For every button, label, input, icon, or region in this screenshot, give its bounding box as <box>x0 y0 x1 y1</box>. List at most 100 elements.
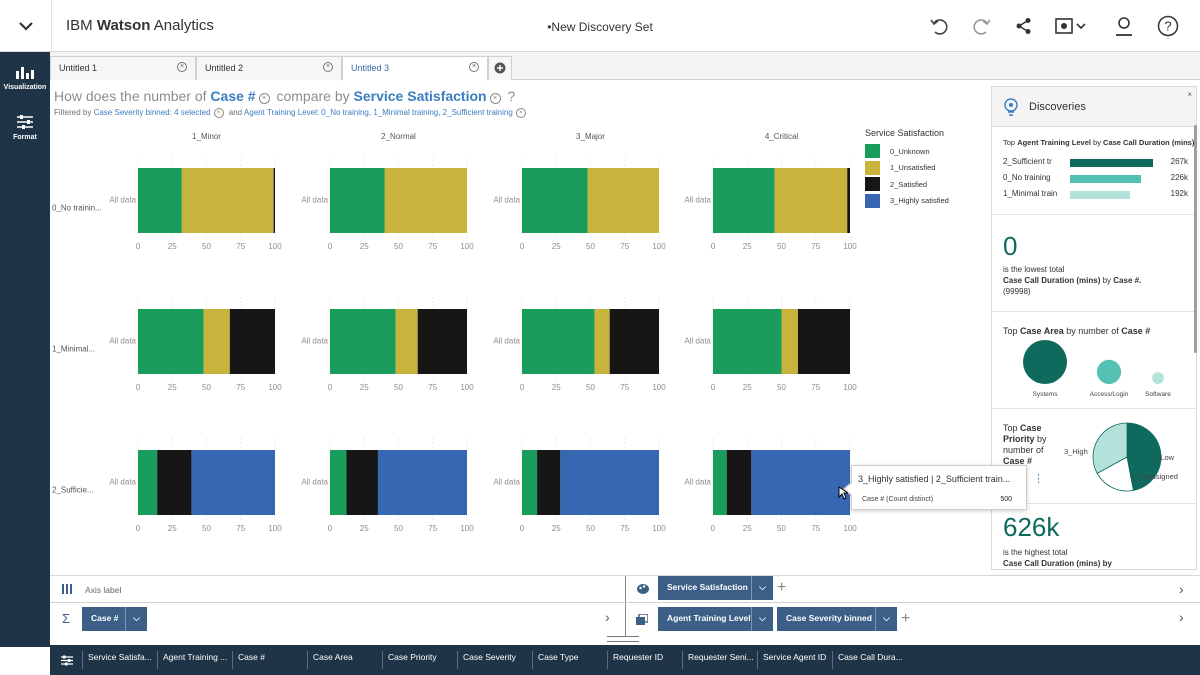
pie-slice[interactable] <box>1126 422 1162 491</box>
remove-measure-icon[interactable]: × <box>258 93 270 104</box>
chevron-down-icon[interactable]: ⌵ <box>125 607 147 631</box>
filter-training[interactable]: Agent Training Level: 0_No training, 1_M… <box>243 108 513 117</box>
measure-keyword[interactable]: Case # <box>210 88 256 104</box>
legend-item[interactable]: 0_Unknown <box>865 143 975 160</box>
filter-severity[interactable]: Case Severity binned: 4 selected <box>93 108 211 117</box>
bar-segment-unknown[interactable] <box>138 309 204 374</box>
chevron-down-icon[interactable]: ⌵ <box>751 607 773 631</box>
undo-button[interactable] <box>927 14 951 38</box>
bar-segment-satisfied[interactable] <box>847 168 850 233</box>
bar-segment-unknown[interactable] <box>713 168 775 233</box>
field-item[interactable]: Service Satisfa... <box>82 651 157 669</box>
field-item[interactable]: Case Area <box>307 651 382 669</box>
remove-filter-icon[interactable]: × <box>515 108 526 118</box>
close-panel-icon[interactable]: × <box>1187 90 1192 99</box>
bar-segment-unknown[interactable] <box>522 450 538 515</box>
discovery-card-priority[interactable]: Top Case Priority by number of Case # 3_… <box>992 409 1196 504</box>
legend-item[interactable]: 3_Highly satisfied <box>865 193 975 210</box>
bar-segment-satisfied[interactable] <box>537 450 561 515</box>
nav-visualization[interactable]: Visualization <box>0 64 50 91</box>
tab-untitled-2[interactable]: Untitled 2 × <box>196 56 342 80</box>
pie-slice[interactable] <box>1092 422 1128 474</box>
shelf-next-icon[interactable]: › <box>1179 581 1184 597</box>
bar-segment-satisfied[interactable] <box>726 450 752 515</box>
grid-pill-agent-training[interactable]: Agent Training Level ⌵ <box>658 607 773 631</box>
add-color-icon[interactable]: + <box>777 579 787 596</box>
bar-segment-satisfied[interactable] <box>609 309 659 374</box>
field-item[interactable]: Agent Training ... <box>157 651 232 669</box>
discovery-card-area[interactable]: Top Case Area by number of Case # System… <box>992 312 1196 409</box>
add-grid-icon[interactable]: + <box>901 610 911 627</box>
bar-segment-unsatisfied[interactable] <box>587 168 659 233</box>
discovery-card-highest[interactable]: 626k is the highest total Case Call Dura… <box>992 504 1196 569</box>
field-item[interactable]: Case Priority <box>382 651 457 669</box>
tab-untitled-1[interactable]: Untitled 1 × <box>50 56 196 80</box>
share-button[interactable] <box>1012 14 1036 38</box>
bar-segment-unknown[interactable] <box>330 168 385 233</box>
bar-segment-satisfied[interactable] <box>273 168 275 233</box>
bubble[interactable] <box>1152 372 1164 384</box>
user-button[interactable] <box>1112 14 1136 38</box>
bar-segment-unknown[interactable] <box>330 309 396 374</box>
bar-segment-unsatisfied[interactable] <box>181 168 274 233</box>
close-tab-icon[interactable]: × <box>323 62 333 72</box>
remove-filter-icon[interactable]: × <box>213 108 224 118</box>
bar-segment-satisfied[interactable] <box>346 450 378 515</box>
bar-segment-satisfied[interactable] <box>157 450 192 515</box>
bar-segment-unknown[interactable] <box>713 309 782 374</box>
shelf-next-icon[interactable]: › <box>605 609 610 625</box>
nav-format[interactable]: Format <box>0 114 50 141</box>
bar-segment-unsatisfied[interactable] <box>395 309 418 374</box>
field-item[interactable]: Requester Seni... <box>682 651 757 669</box>
bar-segment-unsatisfied[interactable] <box>774 168 848 233</box>
discovery-card-lowest[interactable]: 0 is the lowest total Case Call Duration… <box>992 215 1196 312</box>
panel-scrollbar[interactable] <box>1194 125 1197 353</box>
tab-untitled-3[interactable]: Untitled 3 × <box>342 56 488 81</box>
field-item[interactable]: Case # <box>232 651 307 669</box>
bar-segment-unknown[interactable] <box>330 450 347 515</box>
field-item[interactable]: Case Severity <box>457 651 532 669</box>
shelf-next-icon[interactable]: › <box>1179 609 1184 625</box>
drag-handle[interactable] <box>607 636 639 642</box>
measure-pill-case[interactable]: Case # ⌵ <box>82 607 147 631</box>
bar-segment-highly[interactable] <box>560 450 659 515</box>
pie-slice[interactable] <box>1096 456 1134 492</box>
dimension-keyword[interactable]: Service Satisfaction <box>353 88 487 104</box>
chevron-down-icon[interactable]: ⌵ <box>751 576 773 600</box>
bar-segment-unknown[interactable] <box>138 168 182 233</box>
close-tab-icon[interactable]: × <box>469 62 479 72</box>
color-pill-service-satisfaction[interactable]: Service Satisfaction ⌵ <box>658 576 773 600</box>
discovery-card-ranking[interactable]: Top Agent Training Level by Case Call Du… <box>992 127 1196 215</box>
bar-segment-unknown[interactable] <box>138 450 158 515</box>
bar-segment-unknown[interactable] <box>522 309 595 374</box>
bar-segment-highly[interactable] <box>377 450 467 515</box>
grid-pill-case-severity[interactable]: Case Severity binned ⌵ <box>777 607 897 631</box>
add-tab-button[interactable] <box>488 56 512 80</box>
bar-segment-unknown[interactable] <box>713 450 727 515</box>
bar-segment-highly[interactable] <box>191 450 275 515</box>
remove-dimension-icon[interactable]: × <box>489 93 501 104</box>
bubble[interactable] <box>1096 359 1122 384</box>
snapshot-menu-button[interactable] <box>1055 14 1087 38</box>
tooltip-more-icon[interactable]: ⋮ <box>1033 473 1044 485</box>
bar-segment-satisfied[interactable] <box>229 309 275 374</box>
bar-segment-unknown[interactable] <box>522 168 588 233</box>
legend-item[interactable]: 1_Unsatisfied <box>865 160 975 177</box>
close-tab-icon[interactable]: × <box>177 62 187 72</box>
bar-segment-unsatisfied[interactable] <box>203 309 230 374</box>
bar-segment-satisfied[interactable] <box>797 309 850 374</box>
legend-item[interactable]: 2_Satisfied <box>865 176 975 193</box>
field-settings-icon[interactable] <box>60 655 74 666</box>
field-item[interactable]: Case Type <box>532 651 607 669</box>
menu-chevron-button[interactable] <box>0 0 52 52</box>
field-item[interactable]: Requester ID <box>607 651 682 669</box>
bubble[interactable] <box>1023 340 1067 384</box>
axis-label-placeholder[interactable]: Axis label <box>85 585 122 595</box>
redo-button[interactable] <box>970 14 994 38</box>
chevron-down-icon[interactable]: ⌵ <box>875 607 897 631</box>
bar-segment-unsatisfied[interactable] <box>594 309 610 374</box>
bar-segment-unsatisfied[interactable] <box>781 309 798 374</box>
bar-segment-satisfied[interactable] <box>417 309 467 374</box>
field-item[interactable]: Case Call Dura... <box>832 651 907 669</box>
help-button[interactable]: ? <box>1156 14 1180 38</box>
